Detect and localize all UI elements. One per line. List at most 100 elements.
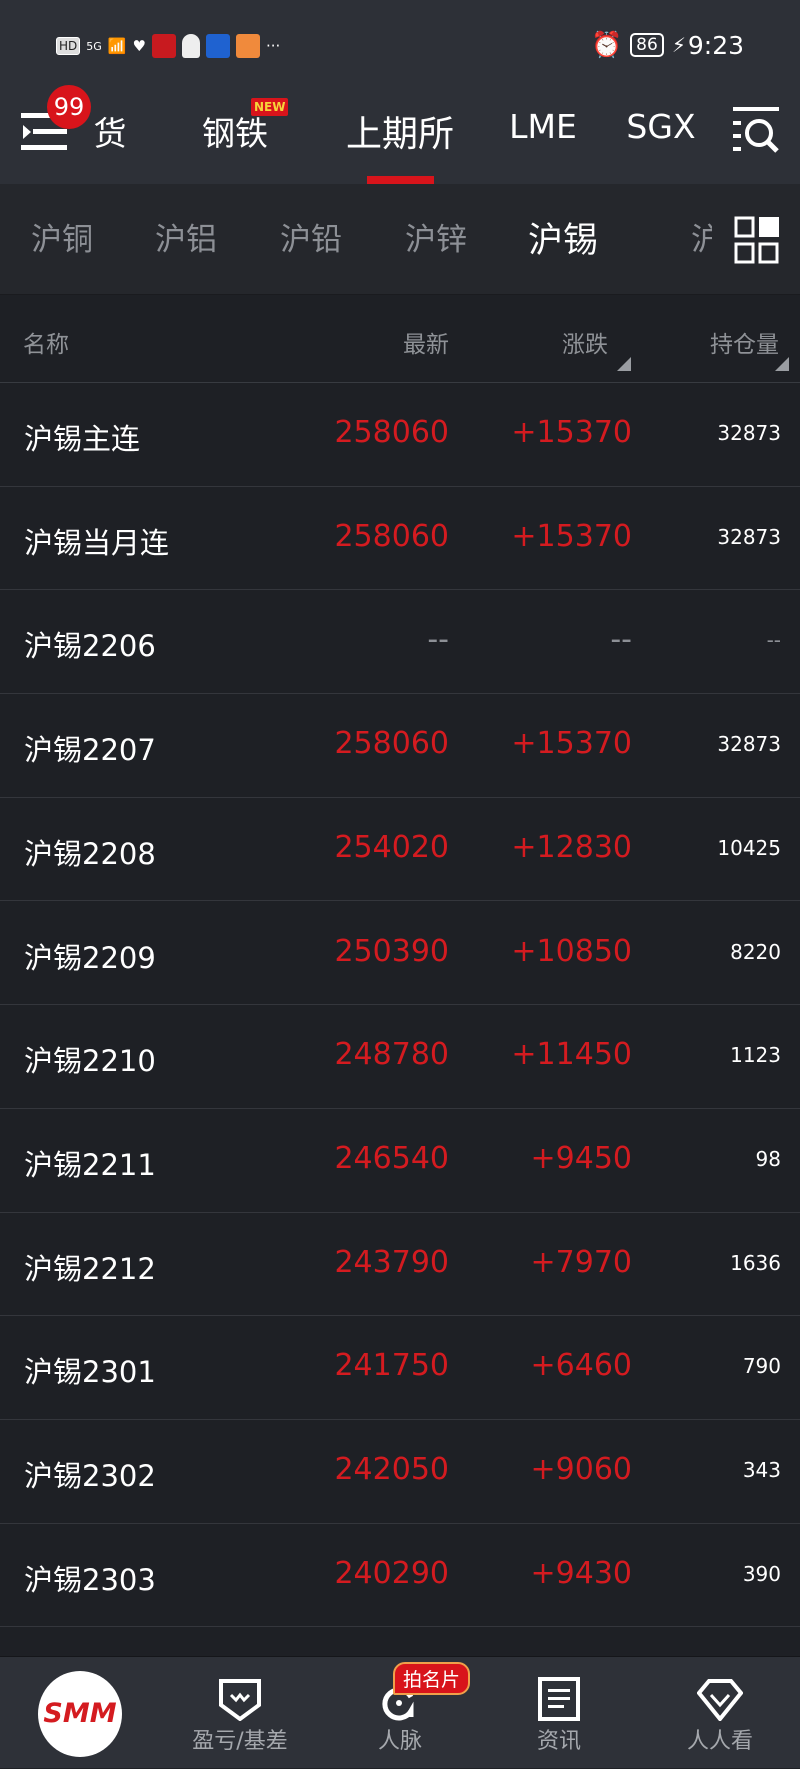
contract-name: 沪锡主连 xyxy=(24,422,141,456)
price-change: +12830 xyxy=(511,829,632,865)
table-row[interactable]: 沪锡2211 246540 +9450 98 xyxy=(0,1109,800,1213)
table-row[interactable]: 沪锡2209 250390 +10850 8220 xyxy=(0,902,800,1006)
tab-shfe[interactable]: 上期所 xyxy=(345,114,455,155)
nav-profit-basis[interactable]: 盈亏/基差 xyxy=(170,1657,310,1769)
status-bar: HD 5G 📶 ♥ ··· ⏰ 86 ⚡ 9:23 xyxy=(0,0,800,85)
bottom-nav: SMM 盈亏/基差 人脉 拍名片 资讯 人人看 xyxy=(0,1656,800,1768)
shield-w-icon xyxy=(219,1679,261,1721)
alarm-icon: ⏰ xyxy=(591,30,623,59)
table-row[interactable]: 沪锡2207 258060 +15370 32873 xyxy=(0,694,800,798)
open-interest: 98 xyxy=(755,1146,781,1171)
sub-nav: 沪铜 沪铝 沪铅 沪锌 沪锡 沪镍 xyxy=(0,184,800,295)
latest-price: 258060 xyxy=(334,518,449,554)
latest-price: 248780 xyxy=(334,1037,449,1073)
tab-sgx[interactable]: SGX xyxy=(626,107,696,146)
contract-name: 沪锡2209 xyxy=(24,940,156,975)
open-interest: 1636 xyxy=(730,1250,781,1275)
price-change: +7970 xyxy=(530,1244,632,1280)
table-row[interactable]: 沪锡2210 248780 +11450 1123 xyxy=(0,1005,800,1109)
table-row[interactable]: 沪锡当月连 258060 +15370 32873 xyxy=(0,487,800,591)
subtab-aluminum[interactable]: 沪铝 xyxy=(155,222,217,258)
contract-name: 沪锡当月连 xyxy=(24,525,170,560)
table-row[interactable]: 沪锡2208 254020 +12830 10425 xyxy=(0,798,800,902)
clock: 9:23 xyxy=(687,30,744,60)
header-name: 名称 xyxy=(23,332,69,358)
mail-app-icon xyxy=(205,34,230,58)
latest-price: -- xyxy=(427,622,449,658)
latest-price: 254020 xyxy=(334,829,449,865)
price-change: +9060 xyxy=(530,1452,632,1487)
contract-name: 沪锡2208 xyxy=(24,836,156,871)
news-icon xyxy=(538,1677,580,1721)
contract-name: 沪锡2301 xyxy=(24,1355,156,1390)
subtab-lead[interactable]: 沪铅 xyxy=(280,222,342,258)
tab-steel[interactable]: 钢铁 xyxy=(202,114,268,153)
price-change: +9430 xyxy=(530,1555,632,1591)
table-row[interactable]: 沪锡2302 242050 +9060 343 xyxy=(0,1420,800,1524)
table-row[interactable]: 沪锡主连 258060 +15370 32873 xyxy=(0,383,800,487)
table-row[interactable]: 沪锡2206 -- -- -- xyxy=(0,590,800,695)
header-open-interest[interactable]: 持仓量 xyxy=(710,332,779,358)
subtab-tin[interactable]: 沪锡 xyxy=(527,221,599,261)
latest-price: 258060 xyxy=(334,415,449,450)
price-change: +15370 xyxy=(511,415,632,450)
open-interest: 32873 xyxy=(717,732,781,757)
open-interest: 10425 xyxy=(717,835,781,860)
contract-name: 沪锡2302 xyxy=(24,1459,156,1493)
open-interest: 8220 xyxy=(730,939,781,964)
contract-name: 沪锡2303 xyxy=(24,1562,156,1597)
sort-icon[interactable] xyxy=(617,357,631,371)
price-change: +11450 xyxy=(511,1037,632,1073)
table-row[interactable]: 沪锡2301 241750 +6460 790 xyxy=(0,1316,800,1420)
diamond-icon xyxy=(697,1679,743,1721)
latest-price: 241750 xyxy=(334,1348,449,1384)
price-change: +6460 xyxy=(530,1348,632,1384)
tab-spot[interactable]: 货 xyxy=(93,114,127,153)
more-icon: ··· xyxy=(265,37,281,55)
contract-name: 沪锡2212 xyxy=(24,1251,156,1286)
tab-lme[interactable]: LME xyxy=(509,107,577,146)
top-nav: 99 货 钢铁 NEW 上期所 LME SGX xyxy=(0,85,800,184)
open-interest: 390 xyxy=(742,1561,781,1586)
battery-icon: 86 xyxy=(630,33,664,57)
contract-name: 沪锡2206 xyxy=(24,629,156,664)
subtab-nickel[interactable]: 沪镍 xyxy=(691,222,712,258)
open-interest: 32873 xyxy=(717,421,781,445)
card-badge: 拍名片 xyxy=(393,1662,471,1695)
grid-icon[interactable] xyxy=(734,216,780,264)
contract-name: 沪锡2207 xyxy=(24,733,156,768)
open-interest: 790 xyxy=(742,1354,781,1379)
latest-price: 243790 xyxy=(334,1244,449,1280)
hd-icon: HD xyxy=(56,37,81,55)
nav-news[interactable]: 资讯 xyxy=(489,1657,629,1769)
open-interest: -- xyxy=(766,628,781,653)
latest-price: 242050 xyxy=(334,1452,449,1487)
active-tab-indicator xyxy=(367,176,434,184)
charging-icon: ⚡ xyxy=(671,33,686,57)
header-latest[interactable]: 最新 xyxy=(403,332,449,358)
price-change: +15370 xyxy=(511,726,632,762)
smm-app-icon xyxy=(151,34,176,58)
notification-badge: 99 xyxy=(47,85,91,129)
health-app-icon xyxy=(235,34,260,58)
nav-everyone-watch[interactable]: 人人看 xyxy=(650,1657,790,1769)
smm-logo[interactable]: SMM xyxy=(38,1671,122,1757)
price-change: +10850 xyxy=(511,933,632,969)
sort-icon[interactable] xyxy=(775,357,789,371)
open-interest: 1123 xyxy=(730,1043,781,1068)
wifi-icon: 📶 xyxy=(107,37,127,55)
table-row[interactable]: 沪锡2212 243790 +7970 1636 xyxy=(0,1213,800,1317)
subtab-copper[interactable]: 沪铜 xyxy=(31,222,93,258)
latest-price: 250390 xyxy=(334,933,449,969)
latest-price: 258060 xyxy=(334,726,449,762)
menu-icon[interactable] xyxy=(21,105,67,155)
table-row[interactable]: 沪锡2303 240290 +9430 390 xyxy=(0,1524,800,1628)
contract-name: 沪锡2211 xyxy=(24,1147,156,1182)
contract-name: 沪锡2210 xyxy=(24,1044,156,1079)
search-list-icon[interactable] xyxy=(733,107,779,157)
subtab-zinc[interactable]: 沪锌 xyxy=(405,222,467,258)
header-change[interactable]: 涨跌 xyxy=(562,332,608,358)
table-header: 名称 最新 涨跌 持仓量 xyxy=(0,295,800,383)
open-interest: 32873 xyxy=(717,524,781,549)
signal-icon: 5G xyxy=(86,39,102,53)
